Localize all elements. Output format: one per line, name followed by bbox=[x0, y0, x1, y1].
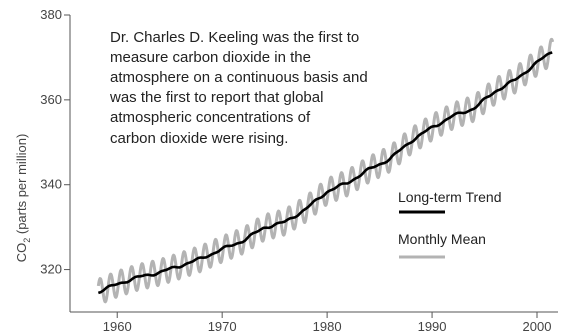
long-term-trend-line bbox=[97, 51, 553, 295]
annotation-line: Dr. Charles D. Keeling was the first to bbox=[110, 29, 359, 46]
y-axis-label-subscript: 2 bbox=[22, 238, 32, 243]
x-tick-label: 1980 bbox=[313, 319, 342, 334]
y-axis-label: CO2 (parts per million) bbox=[14, 134, 32, 263]
monthly-mean-line bbox=[96, 37, 555, 304]
annotation-line: measure carbon dioxide in the bbox=[110, 49, 311, 66]
x-tick-label: 1970 bbox=[208, 319, 237, 334]
annotation-line: carbon dioxide were rising. bbox=[110, 130, 288, 147]
x-tick-label: 2000 bbox=[523, 319, 552, 334]
x-tick-label: 1960 bbox=[103, 319, 132, 334]
y-tick-label: 380 bbox=[40, 7, 62, 22]
legend-label-monthly: Monthly Mean bbox=[398, 231, 486, 247]
keeling-annotation: Dr. Charles D. Keeling was the first to … bbox=[109, 29, 372, 147]
y-tick-label: 340 bbox=[40, 177, 62, 192]
y-tick-label: 360 bbox=[40, 92, 62, 107]
annotation-line: atmospheric concentrations of bbox=[110, 109, 311, 126]
legend: Long-term Trend Monthly Mean bbox=[398, 189, 502, 259]
annotation-line: atmosphere on a continuous basis and bbox=[110, 69, 368, 86]
annotation-line: was the first to report that global bbox=[109, 89, 323, 106]
legend-label-trend: Long-term Trend bbox=[398, 189, 502, 205]
y-tick-label: 320 bbox=[40, 262, 62, 277]
y-axis-label-units: (parts per million) bbox=[14, 134, 29, 238]
x-tick-label: 1990 bbox=[418, 319, 447, 334]
y-axis-label-main: CO bbox=[14, 243, 29, 263]
